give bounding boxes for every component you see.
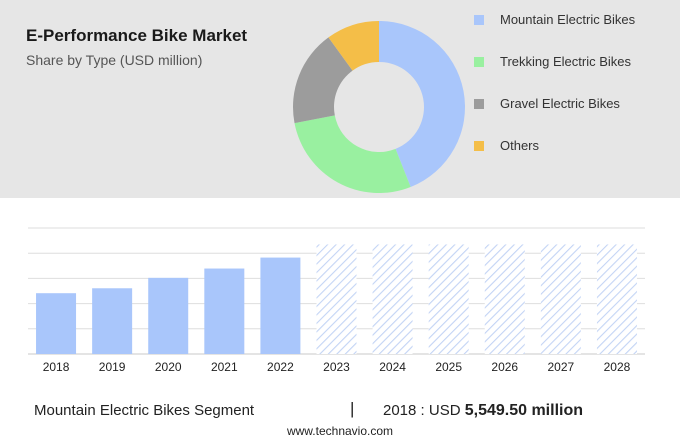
legend-label-others: Others [500, 138, 540, 153]
donut-slice-others [328, 21, 379, 71]
donut-slice-trekking [294, 115, 411, 193]
footer-value-number: 5,549.50 million [464, 402, 583, 419]
x-tick-label-2022: 2022 [267, 360, 294, 374]
legend-label-mountain: Mountain Electric Bikes [500, 12, 636, 27]
x-tick-label-2021: 2021 [211, 360, 238, 374]
legend-swatch-gravel [474, 99, 484, 109]
x-tick-label-2020: 2020 [155, 360, 182, 374]
x-tick-label-2024: 2024 [379, 360, 406, 374]
bar-2028 [596, 244, 637, 354]
footer-divider: | [350, 399, 355, 418]
x-tick-label-2026: 2026 [491, 360, 518, 374]
bar-2019 [92, 288, 133, 354]
bar-2026 [484, 244, 525, 354]
legend-swatch-mountain [474, 15, 484, 25]
footer-value: 2018 : USD 5,549.50 million [383, 402, 583, 420]
x-tick-label-2019: 2019 [99, 360, 126, 374]
x-tick-label-2023: 2023 [323, 360, 350, 374]
footer-year-prefix: 2018 : USD [383, 402, 461, 419]
chart-title: E-Performance Bike Market [26, 26, 248, 45]
x-tick-label-2027: 2027 [548, 360, 575, 374]
legend-swatch-others [474, 141, 484, 151]
bar-2023 [316, 244, 357, 354]
legend-label-gravel: Gravel Electric Bikes [500, 96, 620, 111]
x-tick-label-2018: 2018 [43, 360, 70, 374]
bar-2025 [428, 244, 469, 354]
bar-2021 [204, 268, 245, 354]
x-tick-label-2025: 2025 [435, 360, 462, 374]
legend-label-trekking: Trekking Electric Bikes [500, 54, 631, 69]
legend-swatch-trekking [474, 57, 484, 67]
bar-2027 [540, 244, 581, 354]
donut-chart [293, 21, 466, 193]
chart-subtitle: Share by Type (USD million) [26, 52, 203, 68]
bar-2020 [148, 277, 189, 354]
donut-slice-mountain [379, 21, 466, 187]
bar-2018 [36, 293, 77, 354]
source-credit: www.technavio.com [286, 424, 394, 438]
bar-2024 [372, 244, 413, 354]
footer-segment-label: Mountain Electric Bikes Segment [34, 402, 255, 419]
donut-slice-gravel [293, 37, 353, 124]
x-tick-label-2028: 2028 [604, 360, 631, 374]
bar-chart: 2018 2019 2020 2021 2022 2023 2024 2025 2026 2027… [28, 227, 645, 374]
bar-2022 [260, 257, 301, 354]
